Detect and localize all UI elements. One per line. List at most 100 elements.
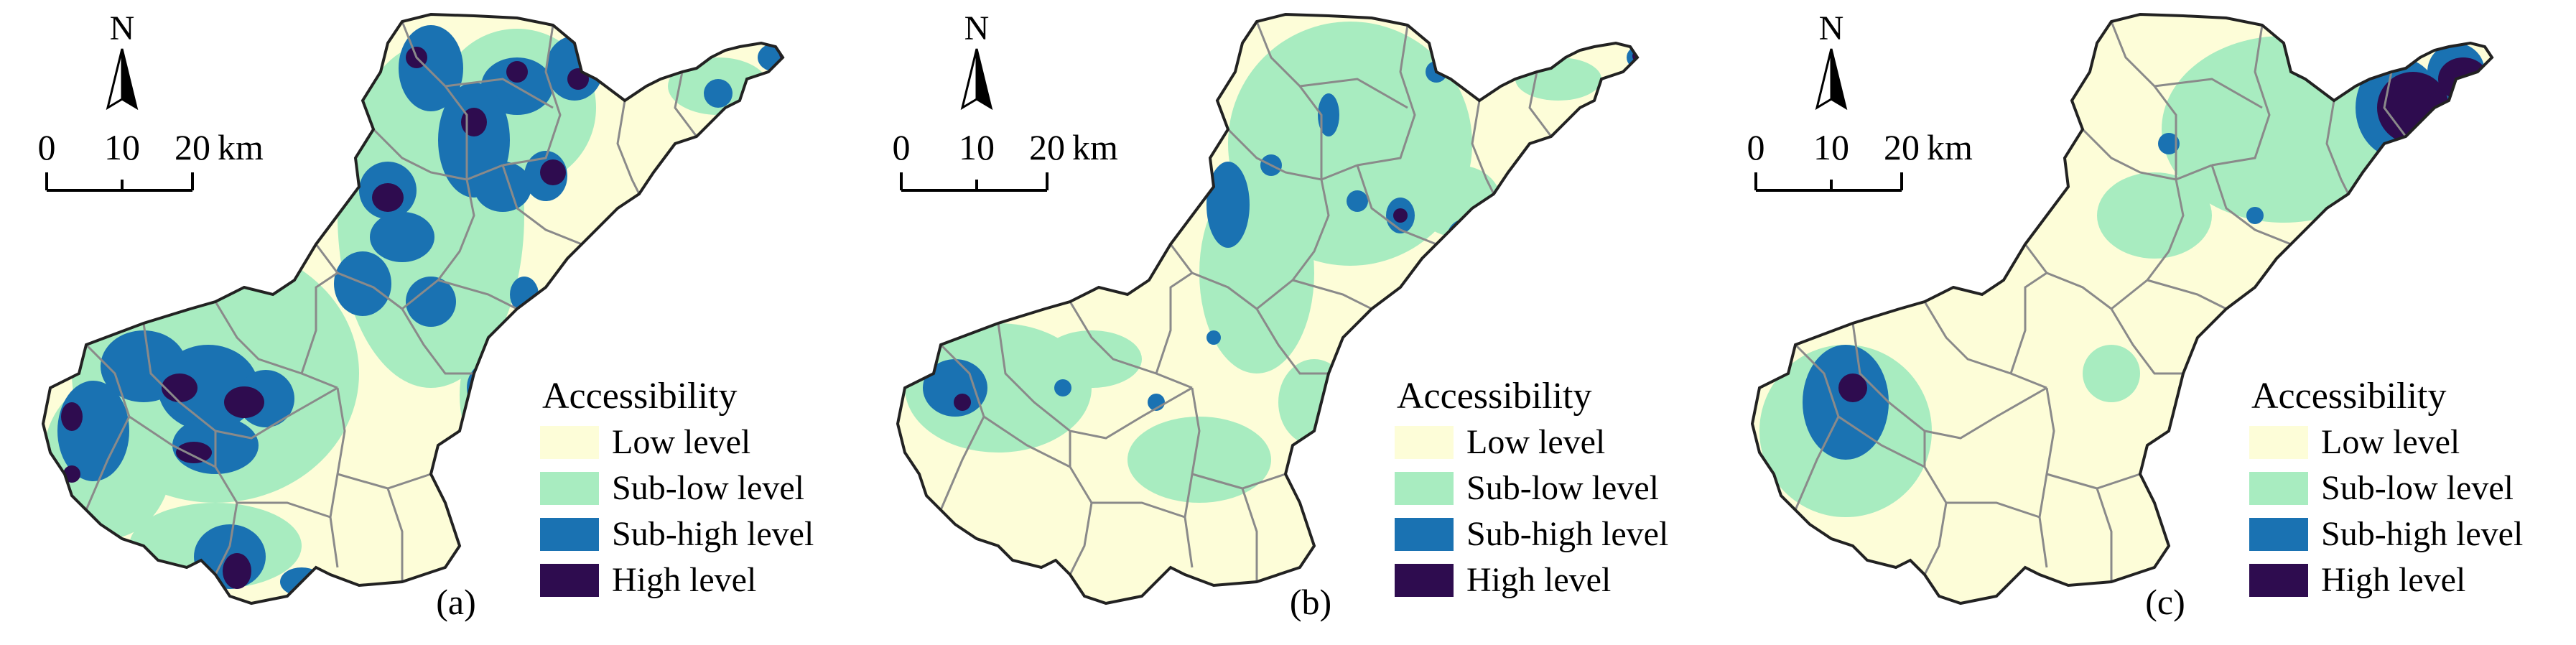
- district-boundary: [674, 71, 698, 137]
- legend-label-low: Low level: [2321, 423, 2460, 461]
- district-boundary: [1357, 24, 1416, 167]
- north-arrow-right-half: [975, 48, 993, 111]
- legend-swatch-low: [1395, 426, 1454, 459]
- legend-label-sub-low: Sub-low level: [612, 469, 804, 507]
- district-boundary: [2211, 24, 2271, 167]
- district-boundary: [401, 308, 474, 375]
- north-label: N: [110, 9, 135, 47]
- district-boundary: [1255, 308, 1329, 375]
- district-boundary: [1092, 501, 1186, 519]
- legend-label-high: High level: [2321, 561, 2465, 599]
- district-boundary: [2110, 308, 2183, 375]
- district-boundary: [983, 415, 1093, 575]
- panel-label: (c): [2145, 582, 2185, 622]
- map-canvas: N 0 10 20 km Accessibility Low level Sub-low le…: [1747, 9, 2524, 622]
- sub-low-level-zone: [460, 323, 546, 467]
- legend-swatch-sub-low: [540, 472, 599, 505]
- legend-swatch-low: [540, 426, 599, 459]
- north-arrow: N: [1815, 9, 1848, 111]
- district-boundary: [1292, 279, 1372, 310]
- map-canvas: N 0 10 20 km Accessibility Low level Sub-low le…: [893, 9, 1669, 622]
- sub-low-level-zone: [2083, 345, 2140, 402]
- legend-label-low: Low level: [612, 423, 750, 461]
- district-boundary: [1838, 415, 1948, 575]
- sub-high-level-zone: [1318, 93, 1339, 136]
- district-boundary: [2383, 71, 2407, 137]
- district-boundary: [502, 24, 562, 167]
- scale-tick-label: 10: [104, 127, 140, 167]
- scale-tick-label: 0: [1747, 127, 1765, 167]
- sub-high-level-zone: [1054, 379, 1071, 396]
- legend-title: Accessibility: [542, 376, 738, 417]
- district-boundary: [2154, 78, 2263, 109]
- district-boundary: [1299, 78, 1408, 109]
- district-boundary: [2081, 128, 2213, 181]
- sub-low-level-zone: [1041, 330, 1142, 388]
- high-level-zone: [1456, 228, 1474, 246]
- district-boundary: [1356, 164, 1437, 246]
- legend-label-sub-low: Sub-low level: [1466, 469, 1659, 507]
- study-area-outline: [896, 12, 1640, 605]
- sub-high-level-zone: [370, 212, 434, 262]
- scale-tick-label: 20: [175, 127, 210, 167]
- scale-tick-label: 10: [959, 127, 995, 167]
- sub-low-level-zone: [2097, 172, 2212, 259]
- district-boundary: [616, 100, 641, 195]
- sub-high-level-zone: [406, 277, 456, 327]
- study-area-outline: [41, 12, 785, 605]
- district-boundary: [1471, 100, 1495, 195]
- high-level-zone: [1838, 373, 1867, 402]
- district-boundary: [445, 78, 554, 109]
- district-boundary: [300, 272, 338, 374]
- sub-high-level-zone: [2158, 133, 2180, 154]
- legend-swatch-sub-low: [1395, 472, 1454, 505]
- district-boundary: [2096, 488, 2113, 582]
- sub-high-level-zone: [1347, 190, 1368, 212]
- district-boundary: [1069, 301, 1193, 389]
- map-canvas: N 0 10 20 km Accessibility Low level Sub-low le…: [38, 9, 814, 622]
- district-boundary: [1528, 71, 1553, 137]
- legend-swatch-sub-low: [2249, 472, 2308, 505]
- north-arrow-right-half: [1830, 48, 1848, 111]
- high-level-zone: [567, 68, 589, 90]
- sub-high-level-zone: [704, 79, 733, 108]
- scale-tick-label: 0: [38, 127, 56, 167]
- high-level-zone: [61, 402, 83, 431]
- panel-label: (b): [1290, 582, 1331, 622]
- district-boundary: [1946, 501, 2040, 519]
- district-boundary: [2147, 279, 2227, 310]
- scale-bar: 0 10 20 km: [38, 127, 264, 192]
- legend-label-sub-high: Sub-high level: [612, 515, 814, 553]
- high-level-zone: [176, 442, 212, 463]
- district-boundary: [386, 488, 404, 582]
- sub-high-level-zone: [1206, 330, 1221, 345]
- legend-swatch-high: [2249, 564, 2308, 597]
- high-level-zone: [2438, 57, 2488, 101]
- sub-high-level-zone: [57, 381, 129, 481]
- map-panel-b: N 0 10 20 km Accessibility Low level Sub-low le…: [855, 0, 1709, 645]
- sub-high-level-zone: [474, 162, 531, 212]
- scale-bar: 0 10 20 km: [893, 127, 1118, 192]
- panel-label: (a): [436, 582, 476, 622]
- north-label: N: [1819, 9, 1844, 47]
- north-label: N: [964, 9, 990, 47]
- district-boundary: [1256, 179, 1330, 310]
- high-level-zone: [372, 183, 404, 212]
- district-boundary: [437, 279, 518, 310]
- district-boundary: [2009, 272, 2047, 374]
- sub-high-level-zone: [923, 359, 987, 417]
- high-level-zone: [224, 386, 264, 418]
- district-boundary: [2024, 243, 2112, 310]
- scale-tick-label: 10: [1813, 127, 1849, 167]
- district-boundary: [237, 501, 331, 519]
- district-boundary: [501, 164, 582, 246]
- high-level-zone: [223, 553, 251, 589]
- map-panel-a: N 0 10 20 km Accessibility Low level Sub-low le…: [0, 0, 855, 645]
- high-level-zone: [1393, 208, 1408, 223]
- scale-bar-line: [1754, 172, 1903, 192]
- legend-swatch-low: [2249, 426, 2308, 459]
- north-arrow: N: [106, 9, 139, 111]
- legend-label-high: High level: [1466, 561, 1611, 599]
- district-boundary: [1923, 301, 2047, 389]
- map-panel-c: N 0 10 20 km Accessibility Low level Sub-low le…: [1709, 0, 2564, 645]
